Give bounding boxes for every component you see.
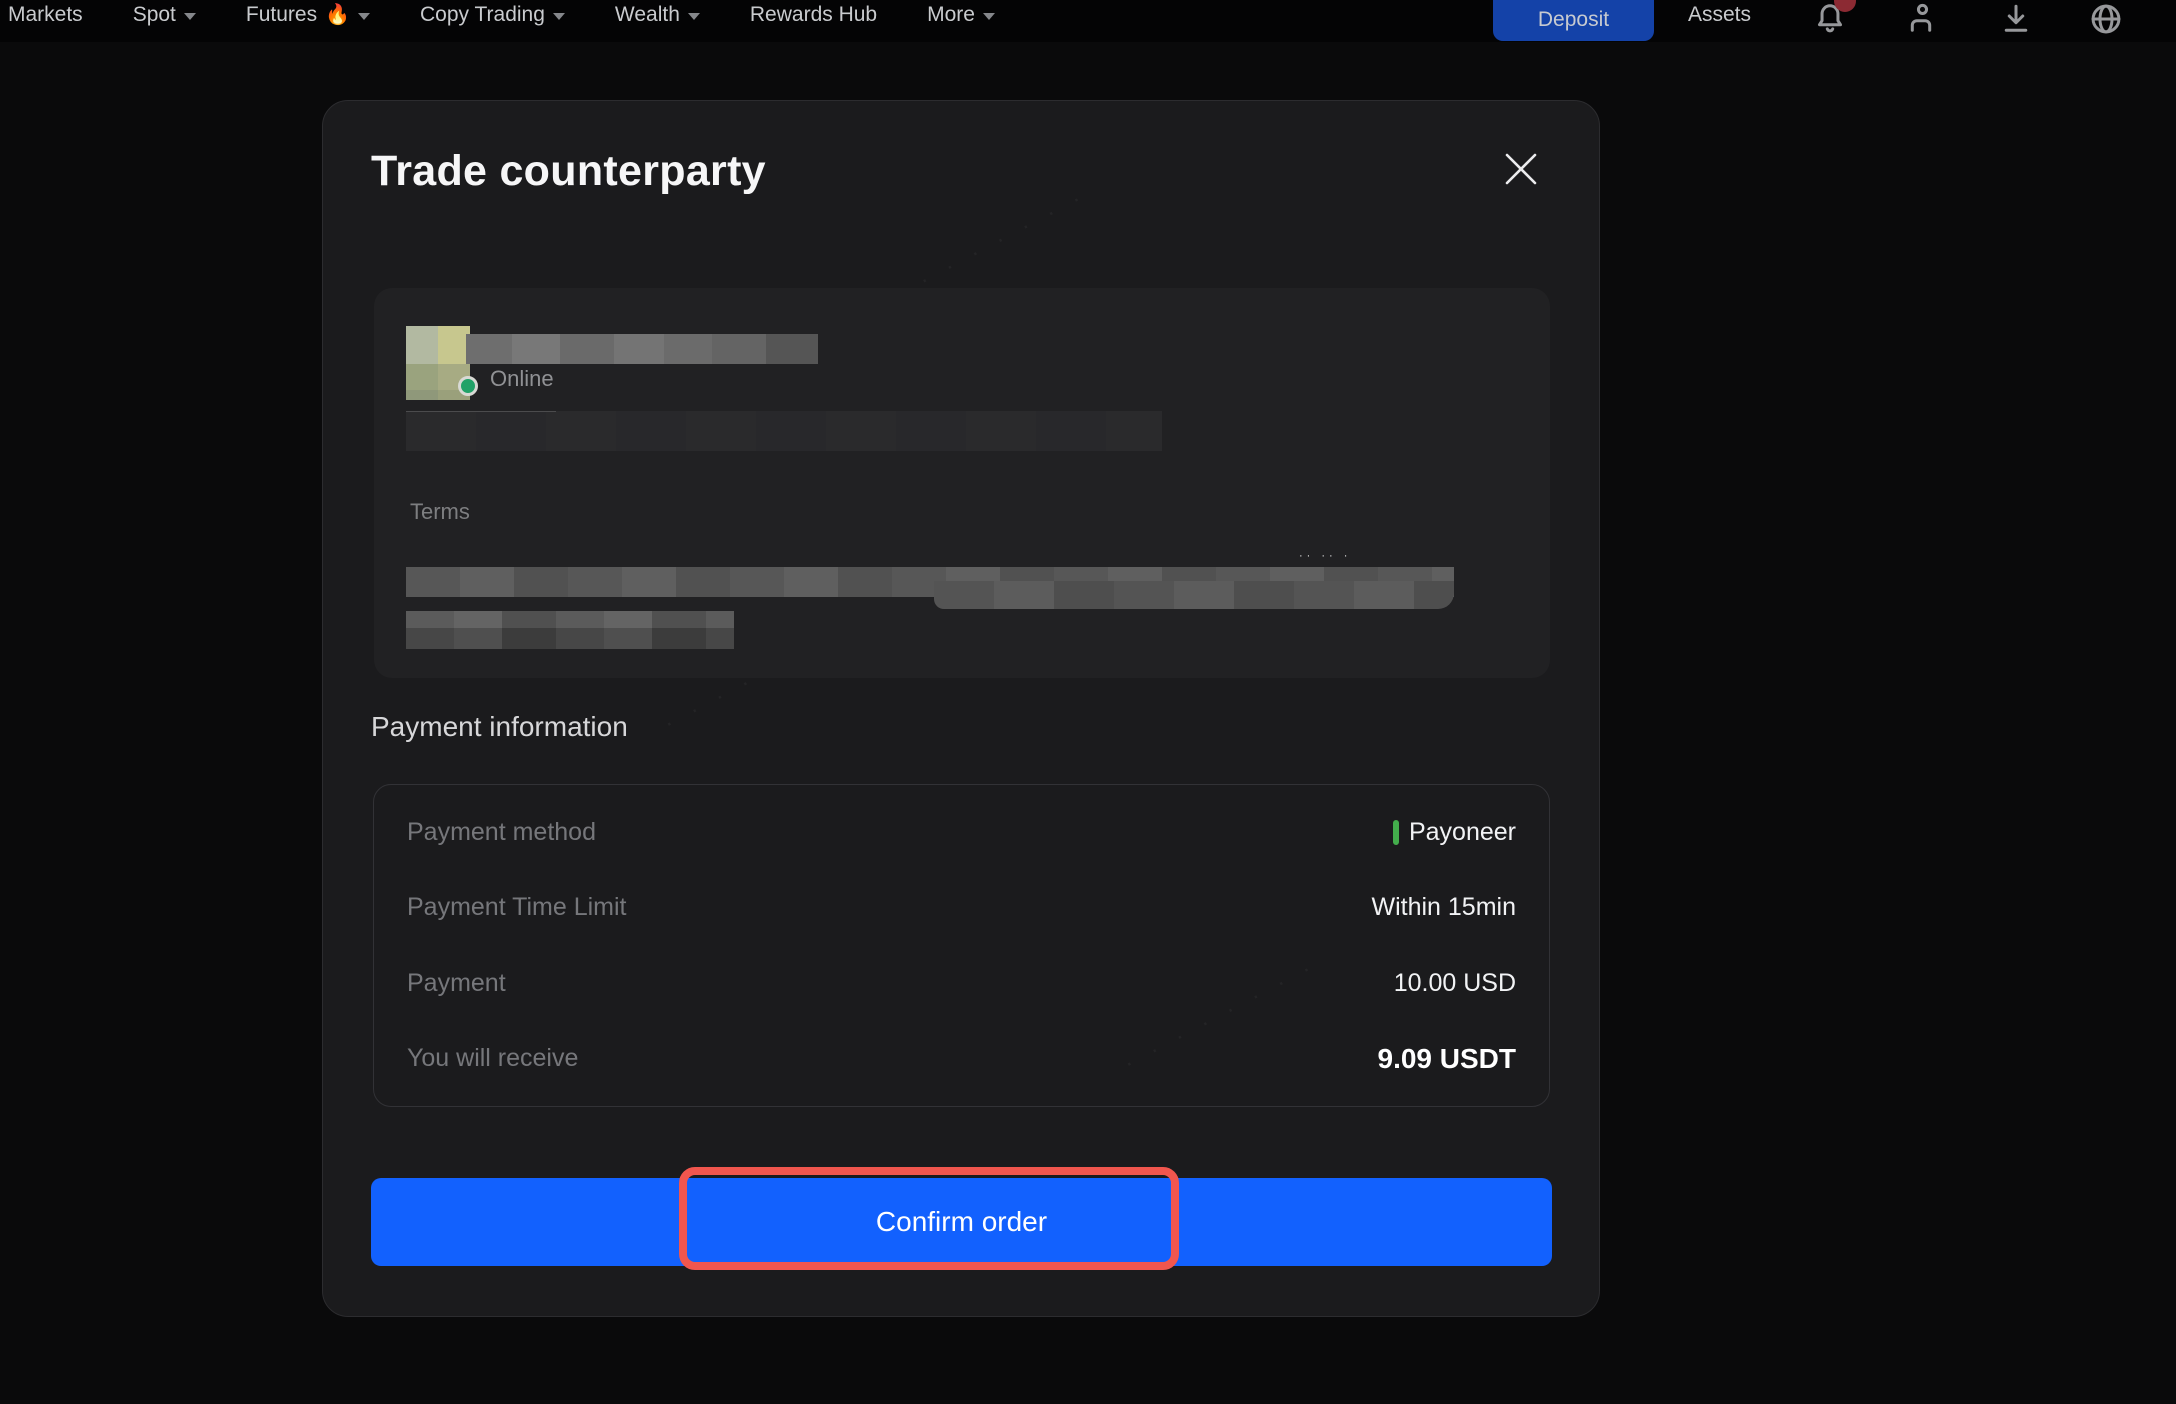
account-button[interactable]: [1903, 1, 1939, 37]
nav-label: Copy Trading: [420, 3, 545, 26]
payment-time-limit-label: Payment Time Limit: [407, 893, 627, 922]
terms-label: Terms: [410, 499, 470, 524]
trade-counterparty-modal: · · · · · · · · · · · · · · · · · · · · …: [322, 100, 1600, 1317]
bell-icon: [1818, 4, 1842, 33]
chevron-down-icon: [358, 13, 370, 20]
nav-label: Markets: [8, 3, 83, 26]
nav-label: Wealth: [614, 3, 680, 26]
payment-amount-value: 10.00 USD: [1393, 968, 1516, 997]
nav-label: More: [927, 3, 975, 26]
nav-item-copy-trading[interactable]: Copy Trading: [420, 3, 565, 27]
receive-amount-row: You will receive 9.09 USDT: [407, 1042, 1516, 1076]
receive-amount-value: 9.09 USDT: [1377, 1042, 1517, 1074]
payment-amount-label: Payment: [407, 968, 506, 997]
payment-time-limit-value: Within 15min: [1371, 893, 1517, 922]
top-navbar: Markets Spot Futures 🔥 Copy Trading Weal…: [0, 0, 2176, 42]
nav-item-wealth[interactable]: Wealth: [615, 3, 700, 27]
nav-label: Spot: [132, 3, 176, 26]
payment-method-name: Payoneer: [1408, 817, 1516, 846]
nav-label: Futures: [245, 3, 318, 26]
deposit-label: Deposit: [1537, 8, 1610, 31]
payment-information-heading: Payment information: [371, 711, 628, 742]
nav-item-spot[interactable]: Spot: [133, 3, 196, 27]
chevron-down-icon: [183, 13, 196, 20]
payment-time-limit-row: Payment Time Limit Within 15min: [407, 891, 1516, 925]
confirm-order-label: Confirm order: [875, 1206, 1048, 1237]
online-status-label: Online: [490, 366, 554, 391]
deposit-button[interactable]: Deposit: [1493, 0, 1654, 41]
globe-icon: [2091, 4, 2121, 34]
modal-title: Trade counterparty: [371, 147, 766, 195]
close-icon: [1505, 153, 1537, 185]
flame-icon: 🔥: [325, 4, 350, 26]
notifications-button[interactable]: [1812, 0, 1856, 37]
counterparty-card: Online Terms ·· ·· ·: [374, 288, 1550, 678]
assets-link[interactable]: Assets: [1688, 3, 1752, 26]
nav-item-futures[interactable]: Futures 🔥: [246, 3, 370, 27]
close-button[interactable]: [1503, 151, 1539, 187]
redacted-terms-line-2: [406, 611, 734, 649]
payment-method-color-indicator: [1392, 819, 1399, 845]
redacted-terms-line-1-tail: [934, 581, 1454, 609]
counterparty-avatar: [406, 326, 470, 400]
notification-badge: [1834, 0, 1856, 12]
download-icon: [2004, 4, 2028, 32]
redacted-counterparty-name: [466, 334, 818, 364]
nav-item-markets[interactable]: Markets: [8, 3, 83, 27]
download-app-button[interactable]: [1998, 1, 2034, 37]
redacted-counterparty-stats: [406, 411, 1162, 451]
payment-method-row: Payment method Payoneer: [407, 815, 1516, 849]
chevron-down-icon: [687, 13, 700, 20]
online-status-dot: [458, 376, 478, 396]
receive-amount-label: You will receive: [407, 1044, 579, 1073]
main-menu: Markets Spot Futures 🔥 Copy Trading Weal…: [8, 0, 995, 30]
payment-method-label: Payment method: [407, 817, 596, 846]
payment-amount-row: Payment 10.00 USD: [407, 966, 1516, 1000]
chevron-down-icon: [982, 13, 995, 20]
payment-method-value: Payoneer: [1392, 817, 1516, 847]
nav-item-rewards-hub[interactable]: Rewards Hub: [750, 3, 877, 27]
user-icon: [1910, 3, 1932, 32]
confirm-order-button[interactable]: Confirm order: [371, 1178, 1552, 1266]
language-button[interactable]: [2088, 1, 2124, 37]
redaction-remnant-text: ·· ·· ·: [1299, 550, 1352, 562]
chevron-down-icon: [552, 13, 565, 20]
payment-information-box: Payment method Payoneer Payment Time Lim…: [373, 784, 1550, 1107]
nav-item-more[interactable]: More: [927, 3, 995, 27]
nav-label: Rewards Hub: [749, 3, 878, 26]
